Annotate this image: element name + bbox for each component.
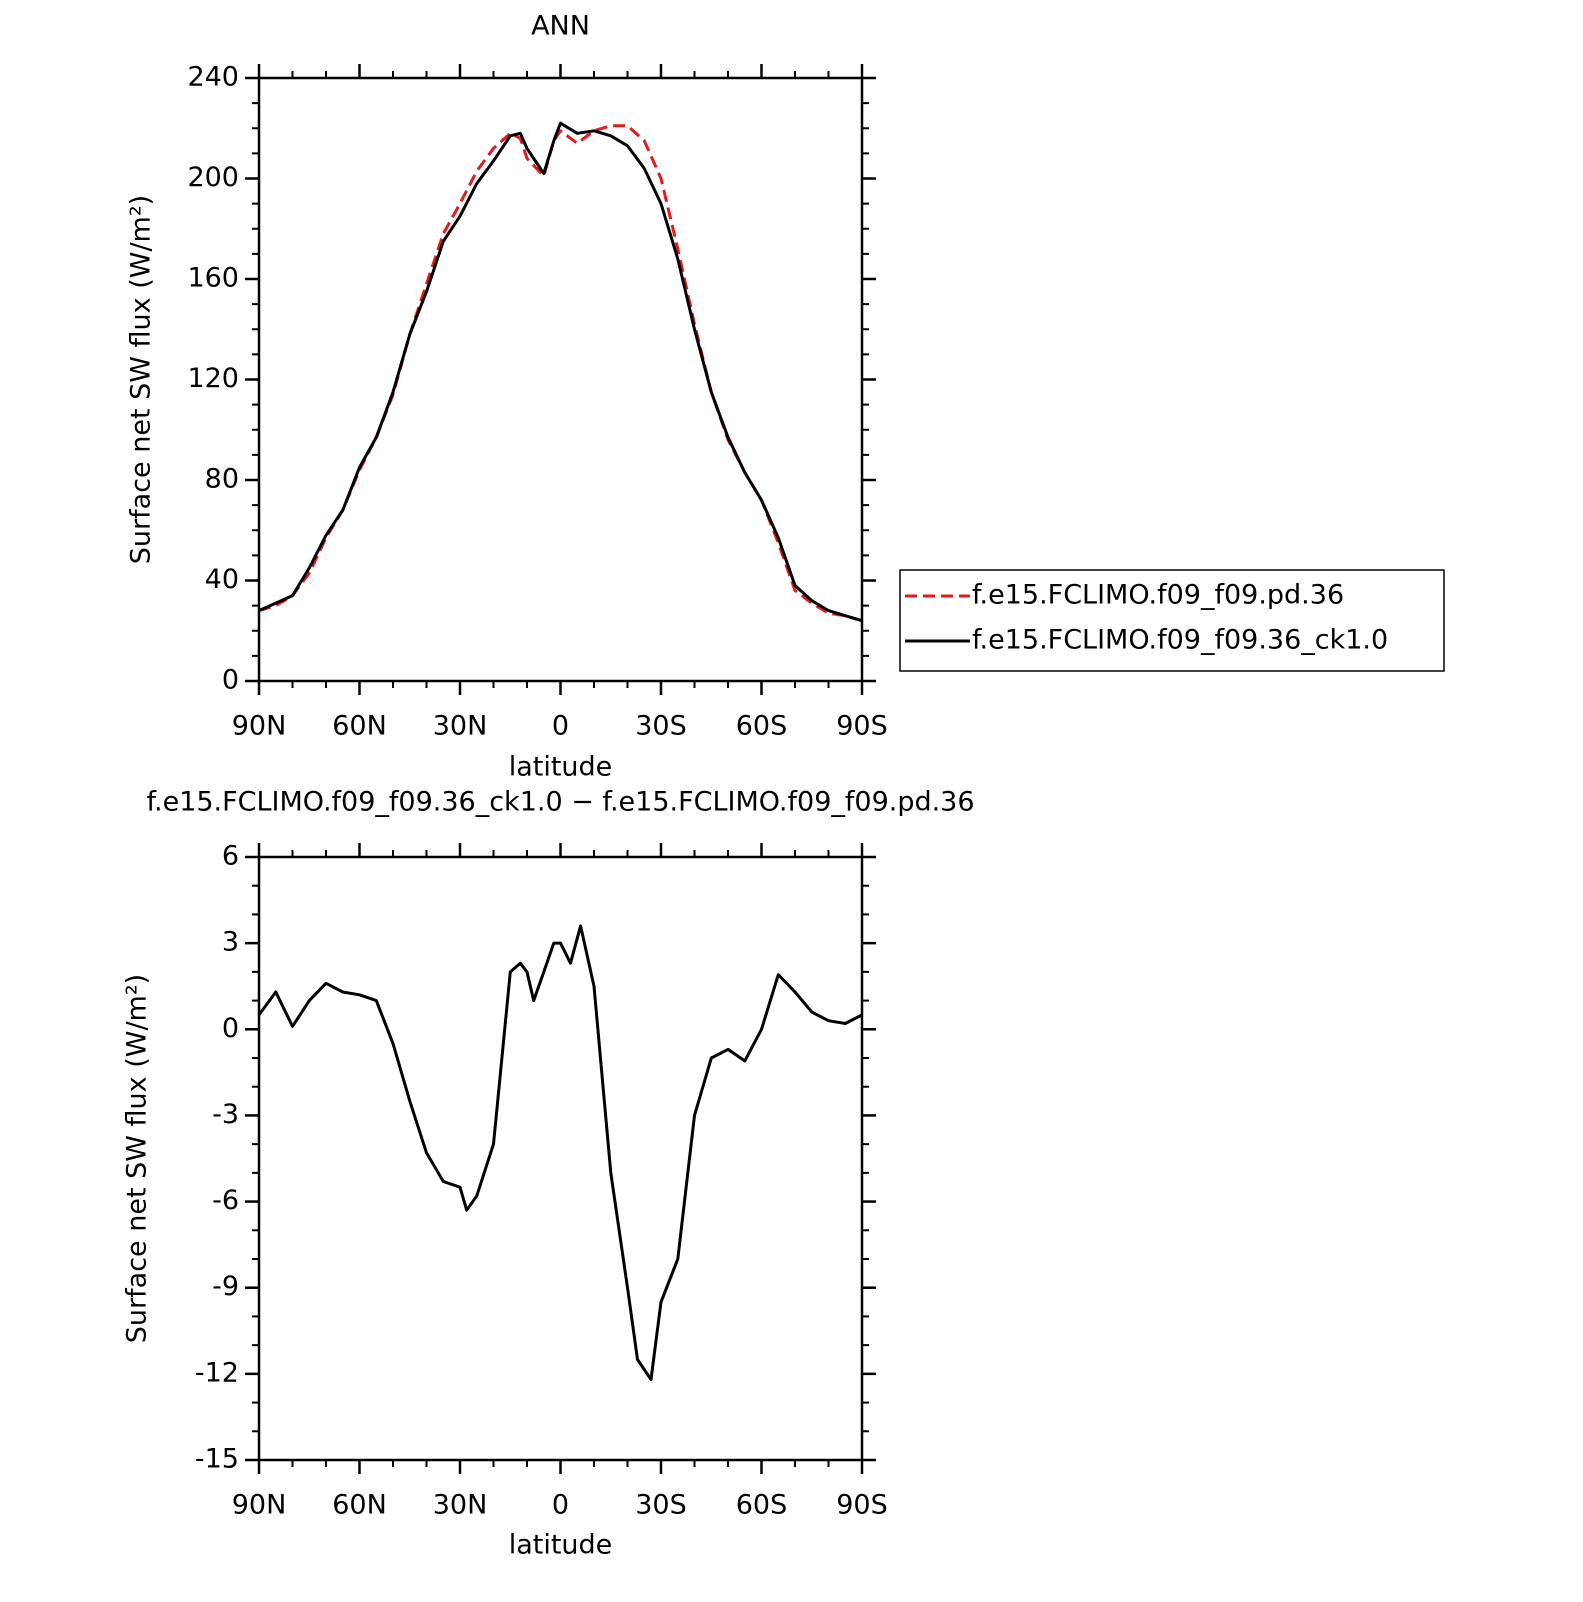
x-tick-label: 30N xyxy=(433,711,488,742)
y-tick-label: -6 xyxy=(212,1185,239,1216)
y-tick-label: -15 xyxy=(195,1444,239,1475)
y-tick-label: 40 xyxy=(205,564,239,595)
x-tick-label: 90N xyxy=(232,711,287,742)
x-tick-label: 30S xyxy=(635,1490,687,1521)
y-tick-label: 240 xyxy=(187,62,239,93)
data-line xyxy=(257,924,863,1382)
x-tick-label: 90N xyxy=(232,1490,287,1521)
legend-label: f.e15.FCLIMO.f09_f09.36_ck1.0 xyxy=(972,625,1388,656)
y-tick-label: 3 xyxy=(222,927,239,958)
plot-frame xyxy=(257,76,864,683)
x-tick-label: 60N xyxy=(332,711,387,742)
x-axis-label: latitude xyxy=(509,1530,613,1561)
chart-title: f.e15.FCLIMO.f09_f09.36_ck1.0 − f.e15.FC… xyxy=(146,787,974,818)
chart-title: ANN xyxy=(531,11,590,42)
legend-box xyxy=(899,569,1445,672)
y-tick-label: 200 xyxy=(187,162,239,193)
x-tick-label: 30N xyxy=(433,1490,488,1521)
y-tick-label: 0 xyxy=(222,665,239,696)
y-tick-label: 6 xyxy=(222,841,239,872)
x-tick-label: 60S xyxy=(736,711,788,742)
data-line xyxy=(258,121,863,623)
y-tick-label: 80 xyxy=(205,464,239,495)
y-axis-label: Surface net SW flux (W/m²) xyxy=(122,974,153,1343)
x-tick-label: 0 xyxy=(552,711,569,742)
plot-frame xyxy=(257,855,864,1462)
y-tick-label: 160 xyxy=(187,263,239,294)
x-tick-label: 0 xyxy=(552,1490,569,1521)
legend-label: f.e15.FCLIMO.f09_f09.pd.36 xyxy=(972,580,1344,611)
x-tick-label: 90S xyxy=(836,711,888,742)
y-axis-label: Surface net SW flux (W/m²) xyxy=(126,195,157,564)
x-axis-label: latitude xyxy=(509,752,613,783)
y-tick-label: 120 xyxy=(187,363,239,394)
x-tick-label: 30S xyxy=(635,711,687,742)
y-tick-label: -12 xyxy=(195,1357,239,1388)
y-tick-label: 0 xyxy=(222,1013,239,1044)
data-line xyxy=(258,124,863,623)
x-tick-label: 60N xyxy=(332,1490,387,1521)
x-tick-label: 90S xyxy=(836,1490,888,1521)
y-tick-label: -9 xyxy=(212,1271,239,1302)
legend: f.e15.FCLIMO.f09_f09.pd.36 f.e15.FCLIMO.f… xyxy=(899,569,1445,672)
y-tick-label: -3 xyxy=(212,1099,239,1130)
x-tick-label: 60S xyxy=(736,1490,788,1521)
